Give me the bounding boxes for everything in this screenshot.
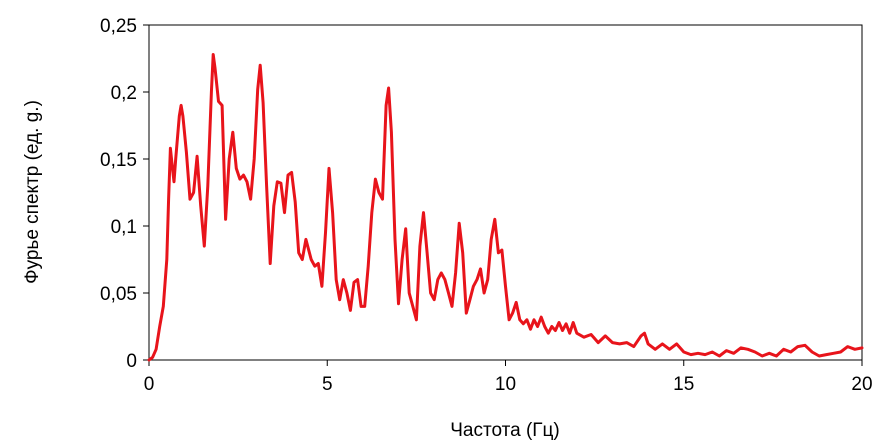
x-tick-label: 10: [495, 374, 516, 395]
y-tick-label: 0: [126, 351, 137, 372]
y-axis-ticks: 0 0,05 0,1 0,15 0,2 0,25: [100, 16, 149, 372]
x-tick-label: 20: [851, 374, 872, 395]
y-tick-label: 0,2: [111, 83, 137, 104]
x-tick-label: 5: [322, 374, 333, 395]
x-axis-title: Частота (Гц): [450, 420, 560, 441]
series-layer: [147, 53, 864, 362]
x-axis-ticks: 0 5 10 15 20: [144, 360, 873, 395]
y-axis-title: Фурье спектр (ед. g.): [22, 100, 43, 284]
y-tick-label: 0,05: [100, 284, 137, 305]
plot-area: [148, 24, 863, 361]
y-tick-label: 0,25: [100, 16, 137, 37]
y-tick-label: 0,1: [111, 217, 137, 238]
series-line: [147, 53, 864, 362]
x-tick-label: 15: [673, 374, 694, 395]
y-tick-label: 0,15: [100, 150, 137, 171]
x-tick-label: 0: [144, 374, 155, 395]
